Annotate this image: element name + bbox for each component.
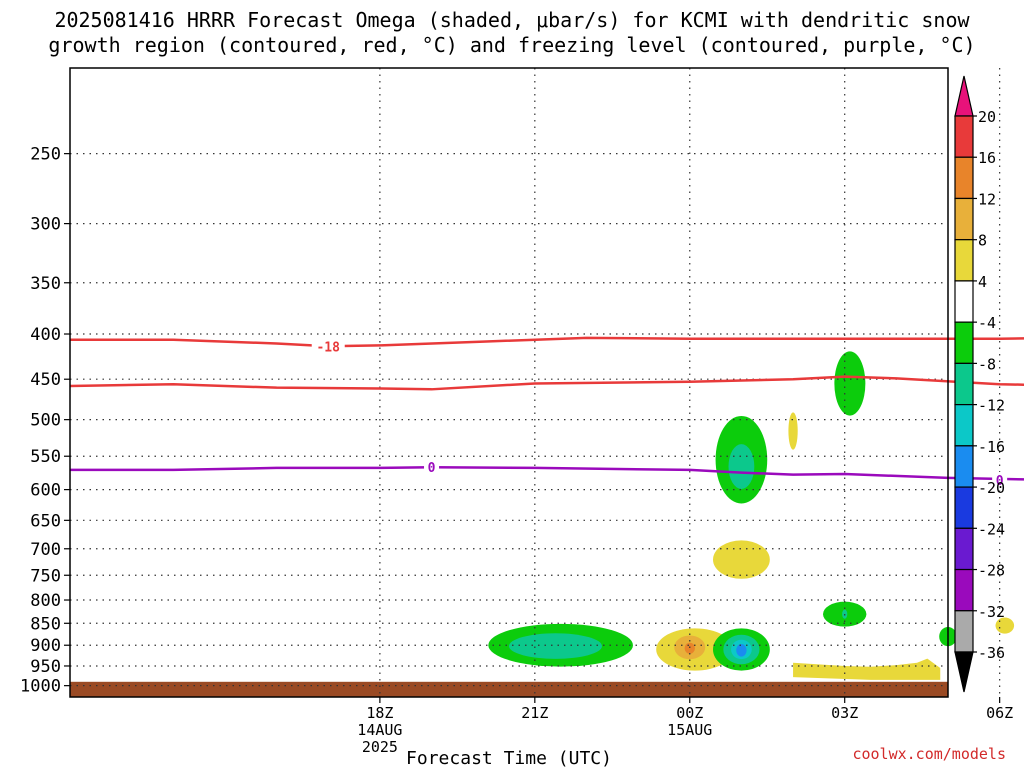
x-tick-label-21Z-0: 21Z	[521, 704, 548, 722]
omega-area-yellow-0100-mid	[713, 540, 770, 579]
y-tick-label-650: 650	[30, 511, 61, 531]
y-tick-label-250: 250	[30, 145, 61, 165]
title-line-1: 2025081416 HRRR Forecast Omega (shaded, …	[54, 8, 970, 32]
colorbar-band-4	[954, 280, 974, 323]
colorbar-label-9: -20	[978, 479, 1005, 497]
colorbar-label-2: 12	[978, 190, 996, 208]
colorbar-label-0: 20	[978, 108, 996, 126]
colorbar-band-9	[954, 486, 974, 529]
contour-label-bg-0-1	[992, 471, 1008, 488]
colorbar-label-5: -4	[978, 314, 996, 332]
contour-line--12	[69, 375, 1024, 391]
title-line-2: growth region (contoured, red, °C) and f…	[48, 33, 976, 57]
plot-frame	[69, 67, 949, 698]
omega-area-yellow-0200-sliver	[788, 412, 798, 450]
contour-line-0	[70, 465, 1024, 481]
x-tick-label-18Z-0: 18Z	[366, 704, 393, 722]
colorbar-bottom-arrow	[954, 651, 974, 693]
contour-label-bg--18-0	[311, 338, 345, 355]
omega-area-green-0300-upper	[834, 351, 866, 416]
colorbar-label-11: -28	[978, 562, 1005, 580]
colorbar-band-2	[954, 197, 974, 241]
y-tick-label-350: 350	[30, 274, 61, 294]
x-axis-label: Forecast Time (UTC)	[406, 748, 612, 768]
colorbar-label-4: 4	[978, 273, 987, 291]
colorbar-label-12: -32	[978, 603, 1005, 621]
colorbar-label-7: -12	[978, 397, 1005, 415]
colorbar-top-arrow	[954, 75, 974, 117]
colorbar-label-13: -36	[978, 644, 1005, 662]
colorbar-band-3	[954, 239, 974, 282]
credit-text: coolwx.com/models	[852, 745, 1006, 763]
contour-label-bg-0-0	[424, 459, 440, 476]
omega-area-teal-2100	[509, 633, 602, 659]
y-tick-label-500: 500	[30, 411, 61, 431]
y-tick-label-950: 950	[30, 657, 61, 677]
colorbar-band-5	[954, 321, 974, 364]
colorbar-label-10: -24	[978, 520, 1005, 538]
colorbar-band-7	[954, 404, 974, 447]
colorbar-band-12	[954, 610, 974, 653]
y-tick-label-750: 750	[30, 566, 61, 586]
y-tick-label-700: 700	[30, 540, 61, 560]
omega-area-red-0000	[684, 642, 695, 654]
x-tick-label-06Z-0: 06Z	[986, 704, 1013, 722]
contour-label--18-0: -18	[316, 340, 340, 355]
omega-area-yellow-0300-tail	[793, 658, 941, 680]
y-tick-label-900: 900	[30, 636, 61, 656]
x-tick-label-03Z-0: 03Z	[831, 704, 858, 722]
y-tick-label-600: 600	[30, 481, 61, 501]
y-tick-label-400: 400	[30, 325, 61, 345]
y-tick-label-800: 800	[30, 591, 61, 611]
y-tick-label-550: 550	[30, 447, 61, 467]
omega-area-blue-0100	[736, 643, 747, 657]
colorbar-band-8	[954, 445, 974, 488]
y-tick-label-300: 300	[30, 215, 61, 235]
colorbar-label-3: 8	[978, 232, 987, 250]
chart-title: 2025081416 HRRR Forecast Omega (shaded, …	[0, 8, 1024, 58]
colorbar-band-10	[954, 527, 974, 571]
contour-label-0-1: 0	[996, 474, 1004, 489]
omega-area-teal-0100-mid	[728, 444, 755, 489]
y-tick-label-850: 850	[30, 614, 61, 634]
colorbar-band-0	[954, 115, 974, 158]
ground-terrain	[70, 681, 948, 697]
x-tick-label-18Z-2: 2025	[362, 738, 398, 756]
x-tick-label-18Z-1: 14AUG	[357, 721, 402, 739]
contour-line--18	[70, 336, 1024, 348]
y-tick-label-1000: 1000	[20, 677, 61, 697]
colorbar-label-1: 16	[978, 149, 996, 167]
x-tick-label-00Z-1: 15AUG	[667, 721, 712, 739]
colorbar-band-1	[954, 156, 974, 200]
colorbar-band-6	[954, 362, 974, 406]
x-tick-label-00Z-0: 00Z	[676, 704, 703, 722]
y-tick-label-450: 450	[30, 370, 61, 390]
colorbar-band-11	[954, 568, 974, 612]
colorbar-label-8: -16	[978, 438, 1005, 456]
contour-label-0-0: 0	[428, 461, 436, 476]
colorbar-label-6: -8	[978, 355, 996, 373]
